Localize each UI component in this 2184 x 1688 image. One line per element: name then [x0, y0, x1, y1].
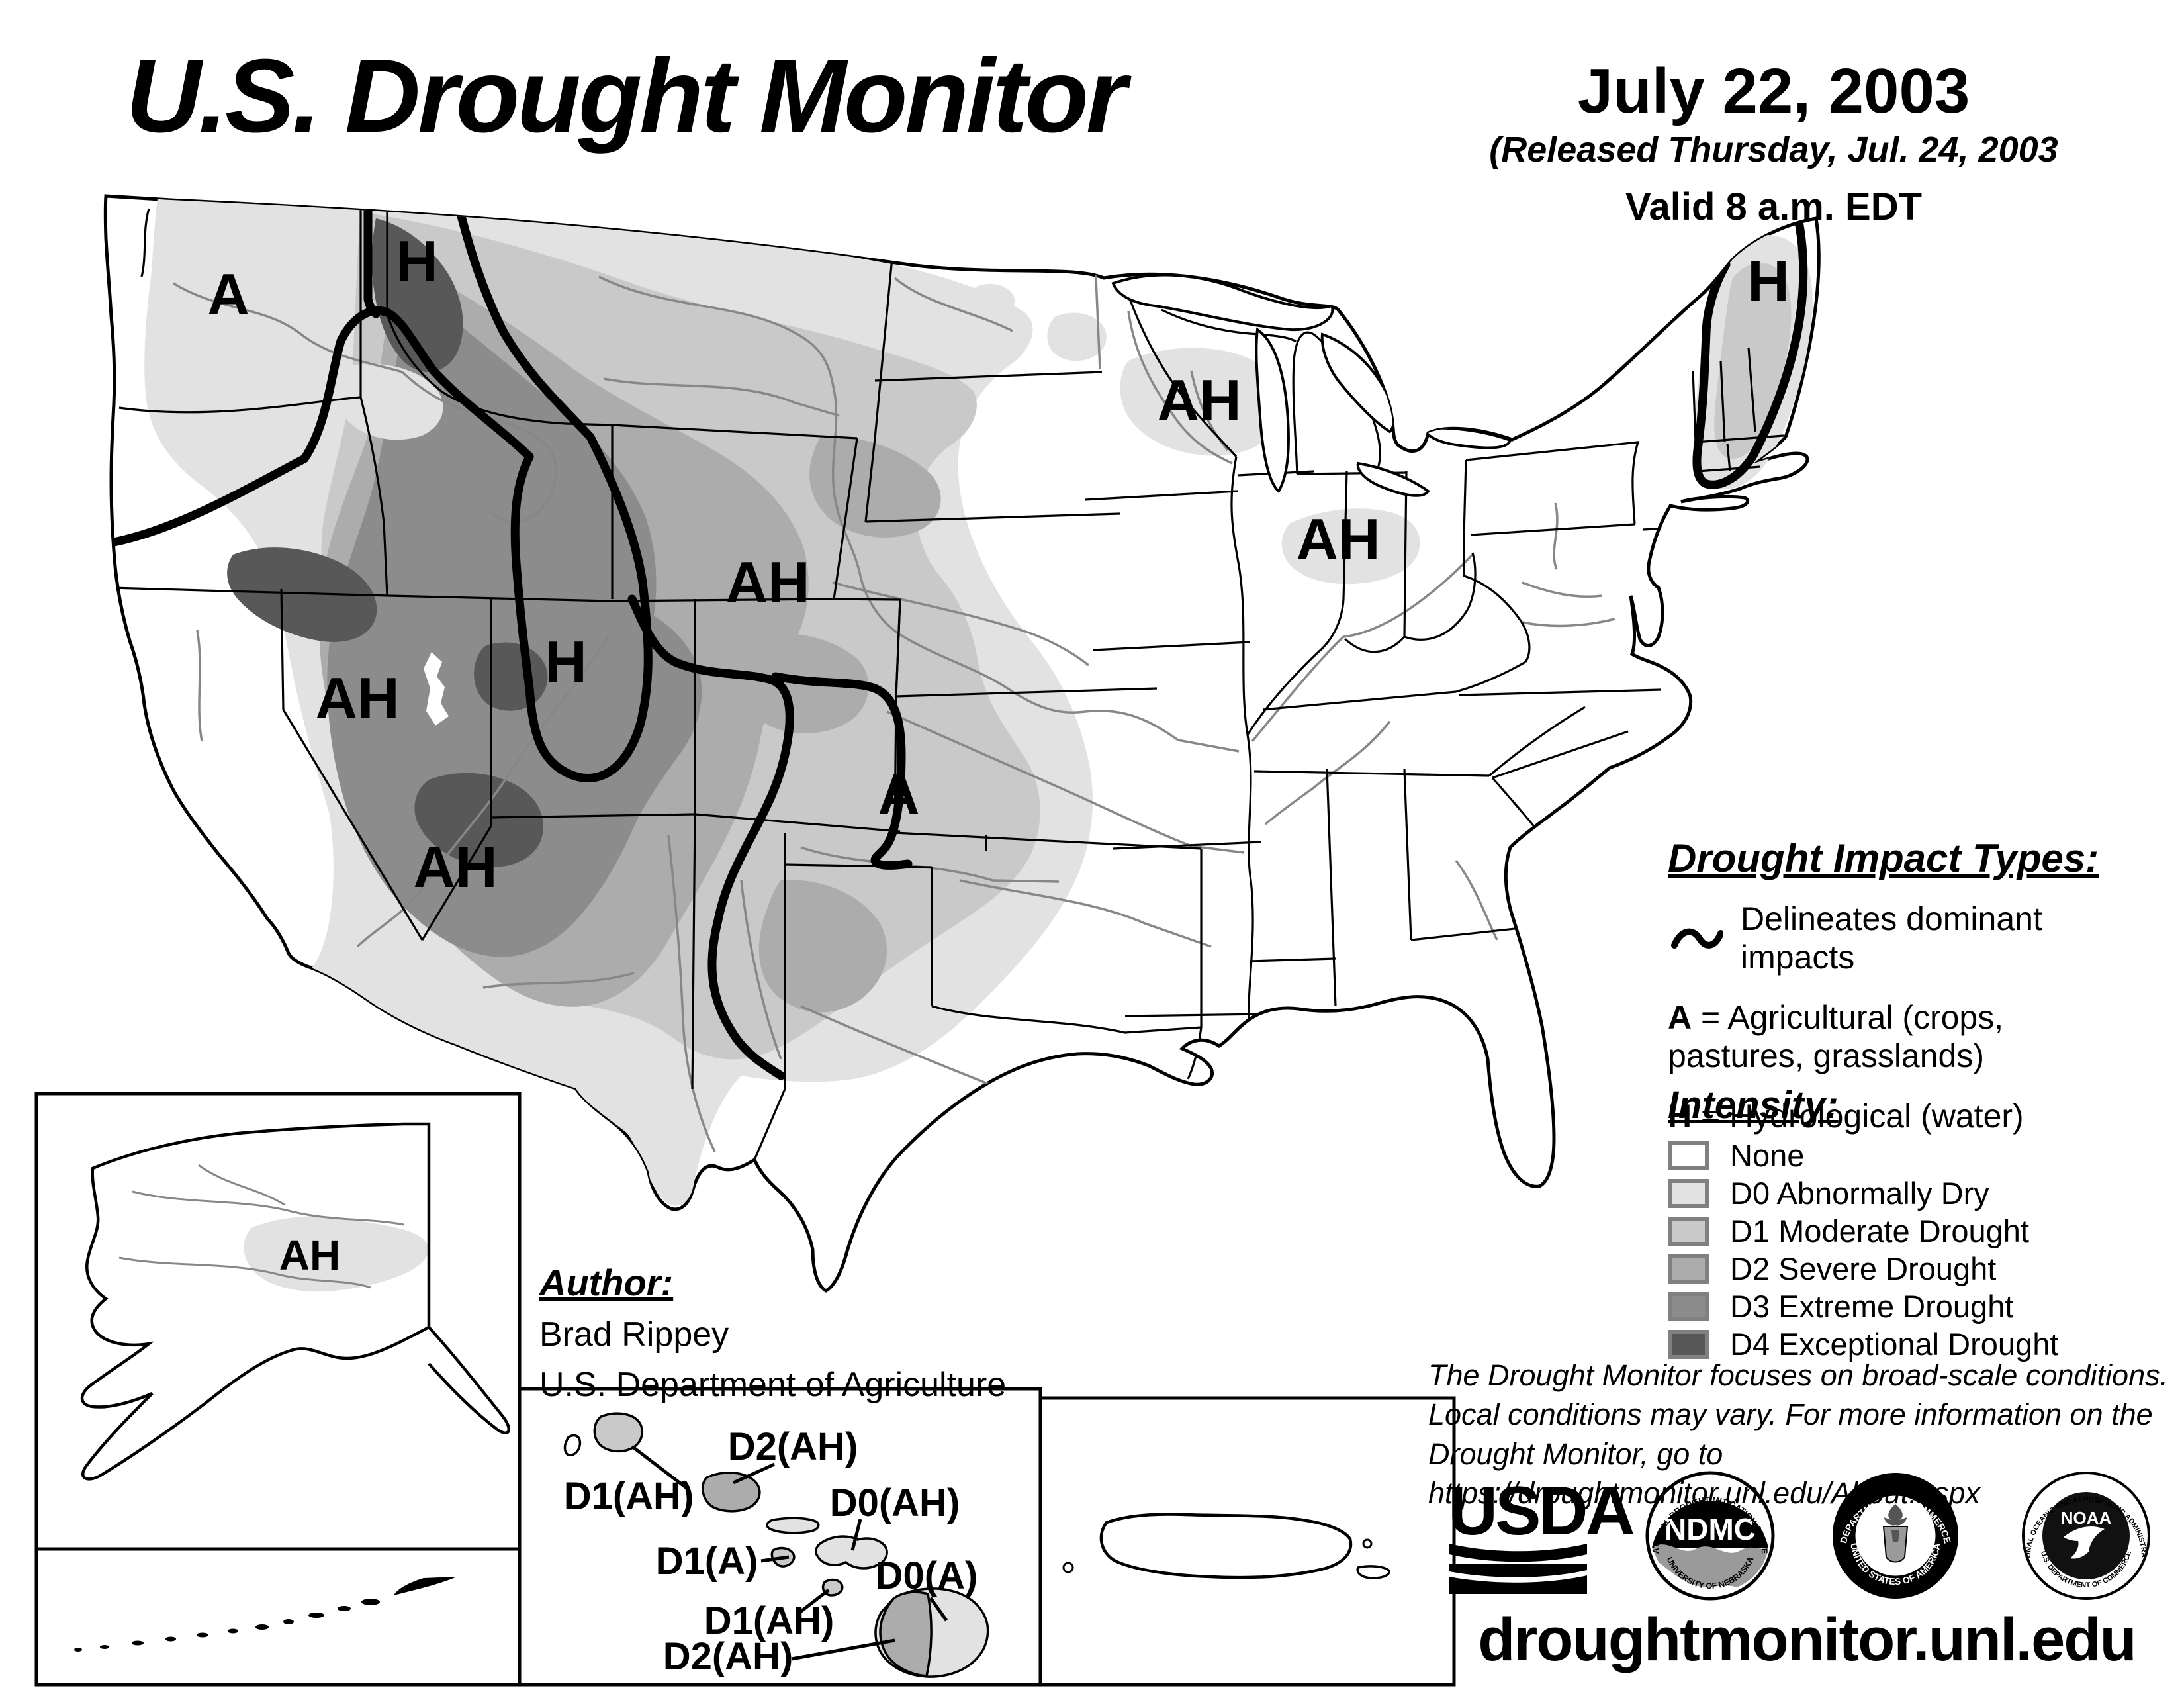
author-name: Brad Rippey: [539, 1315, 729, 1354]
lake-superior: [1111, 273, 1334, 332]
label-utah: H: [545, 629, 587, 694]
label-maine: H: [1747, 248, 1790, 314]
legend-row-d4: D4 Exceptional Drought: [1668, 1325, 2058, 1363]
hawaii-label-kauai: D1(AH): [564, 1475, 694, 1518]
label-kansas: A: [878, 761, 920, 827]
label-michigan: AH: [1296, 506, 1380, 572]
lake-ontario: [1422, 426, 1512, 449]
alaska-rivers: [118, 1164, 404, 1289]
impact-types-legend: Drought Impact Types: Delineates dominan…: [1668, 835, 2158, 1136]
label-wisconsin: AH: [1157, 367, 1241, 433]
doc-eagle-icon: [1882, 1504, 1909, 1563]
map-date: July 22, 2003: [1577, 56, 1970, 126]
puerto-rico-outline: [1099, 1513, 1353, 1579]
lake-michigan: [1255, 327, 1290, 494]
puerto-rico-inset: [1038, 1396, 1456, 1687]
lake-huron: [1320, 332, 1395, 434]
delineates-label: Delineates dominant impacts: [1741, 900, 2042, 976]
swatch-d2: [1668, 1254, 1709, 1284]
island-molokai: [766, 1517, 820, 1534]
legend-row-none: None: [1668, 1137, 2058, 1174]
alaska-inset: AH: [34, 1092, 522, 1687]
intensity-heading: Intensity:: [1668, 1084, 1839, 1127]
legend-row-d0: D0 Abnormally Dry: [1668, 1174, 2058, 1212]
svg-text:NDMC: NDMC: [1664, 1512, 1756, 1546]
author-block: Author: Brad Rippey U.S. Department of A…: [539, 1261, 1006, 1405]
release-date: (Released Thursday, Jul. 24, 2003: [1489, 129, 2058, 169]
page-title: U.S. Drought Monitor: [126, 38, 1126, 154]
svg-text:USDA: USDA: [1448, 1473, 1634, 1550]
alaska-panhandle: [428, 1326, 511, 1434]
website-url: droughtmonitor.unl.edu: [1478, 1606, 2136, 1673]
impact-types-heading: Drought Impact Types:: [1668, 836, 2099, 880]
doc-logo: DEPARTMENT OF COMMERCE UNITED STATES OF …: [1833, 1473, 1958, 1599]
hawaii-label-maui: D0(AH): [830, 1481, 960, 1524]
disclaimer-line3: Drought Monitor, go to https://droughtmo…: [1428, 1436, 1980, 1511]
hawaii-label-lanai: D1(A): [656, 1540, 758, 1583]
date-block: July 22, 2003 (Released Thursday, Jul. 2…: [1449, 58, 2098, 229]
island-vieques: [1356, 1565, 1390, 1579]
great-lakes: [1111, 273, 1512, 497]
label-nebraska: AH: [725, 549, 809, 615]
hawaii-inset: D1(AH) D2(AH) D0(AH) D1(A) D1(AH) D0(A) …: [518, 1387, 1042, 1687]
island-hawaii-west: [879, 1591, 933, 1677]
lake-erie: [1356, 461, 1430, 497]
island-culebra: [1362, 1538, 1373, 1549]
aleutians-box: [34, 1547, 522, 1687]
agricultural-definition: A = Agricultural (crops, pastures, grass…: [1668, 999, 2004, 1074]
swatch-d4: [1668, 1329, 1709, 1359]
hydrological-definition: H = Hydrological (water): [1668, 1098, 2024, 1135]
hawaii-leader-lines: [631, 1445, 948, 1661]
island-maui: [815, 1535, 888, 1570]
impact-line-maine: [1692, 217, 1808, 489]
hawaii-label-big-island-east: D0(A): [876, 1554, 978, 1597]
impact-delineation-lines: [105, 196, 1808, 1080]
usda-logo: USDA: [1448, 1473, 1637, 1594]
impact-line-kansas-loop: [771, 672, 913, 870]
state-borders: [111, 207, 1784, 1160]
swatch-d0: [1668, 1178, 1709, 1208]
hawaii-label-oahu: D2(AH): [728, 1425, 858, 1468]
svg-text:NOAA: NOAA: [2061, 1508, 2112, 1528]
impact-line-northwest: [105, 306, 534, 551]
tilde-line-icon: [1671, 928, 1723, 949]
intensity-legend: Intensity: None D0 Abnormally Dry D1 Mod…: [1668, 1083, 2058, 1363]
hawaii-labels: D1(AH) D2(AH) D0(AH) D1(A) D1(AH) D0(A) …: [564, 1425, 978, 1678]
label-alaska: AH: [279, 1231, 340, 1279]
island-kauai: [593, 1412, 643, 1453]
legend-row-d1: D1 Moderate Drought: [1668, 1212, 2058, 1250]
hawaii-label-kahoolawe: D1(AH): [704, 1599, 835, 1642]
impact-line-h-loop: [451, 196, 653, 783]
island-oahu: [702, 1472, 761, 1513]
aleutian-islands: [74, 1577, 457, 1652]
impact-line-idaho-canada: [363, 199, 381, 318]
impact-line-plains-texas: [627, 594, 794, 1080]
legend-row-d3: D3 Extreme Drought: [1668, 1288, 2058, 1325]
author-org: U.S. Department of Agriculture: [539, 1366, 1007, 1404]
label-washington: A: [207, 261, 250, 327]
swatch-d1: [1668, 1216, 1709, 1246]
alaska-outline: [80, 1122, 431, 1481]
conus-map: A H AH H AH AH A AH AH H: [103, 194, 1821, 1293]
island-mona: [1062, 1562, 1074, 1573]
swatch-d3: [1668, 1291, 1709, 1321]
valid-time: Valid 8 a.m. EDT: [1625, 185, 1923, 228]
label-montana-idaho: H: [396, 228, 438, 294]
rivers: [173, 263, 1615, 1152]
label-arizona: AH: [413, 834, 497, 900]
noaa-bird-icon: [2064, 1526, 2105, 1559]
alaska-d0-area: [244, 1216, 429, 1292]
hawaii-label-big-island-west: D2(AH): [663, 1635, 794, 1678]
disclaimer-line2: Local conditions may vary. For more info…: [1428, 1397, 2153, 1432]
disclaimer-line1: The Drought Monitor focuses on broad-sca…: [1428, 1358, 2169, 1392]
great-salt-lake: [424, 652, 449, 726]
label-nevada: AH: [315, 665, 399, 731]
impact-labels: A H AH H AH AH A AH AH H: [207, 228, 1790, 900]
island-niihau: [563, 1434, 582, 1457]
swatch-none: [1668, 1141, 1709, 1170]
disclaimer: The Drought Monitor focuses on broad-sca…: [1428, 1356, 2169, 1513]
legend-row-d2: D2 Severe Drought: [1668, 1250, 2058, 1288]
author-heading: Author:: [539, 1262, 674, 1303]
